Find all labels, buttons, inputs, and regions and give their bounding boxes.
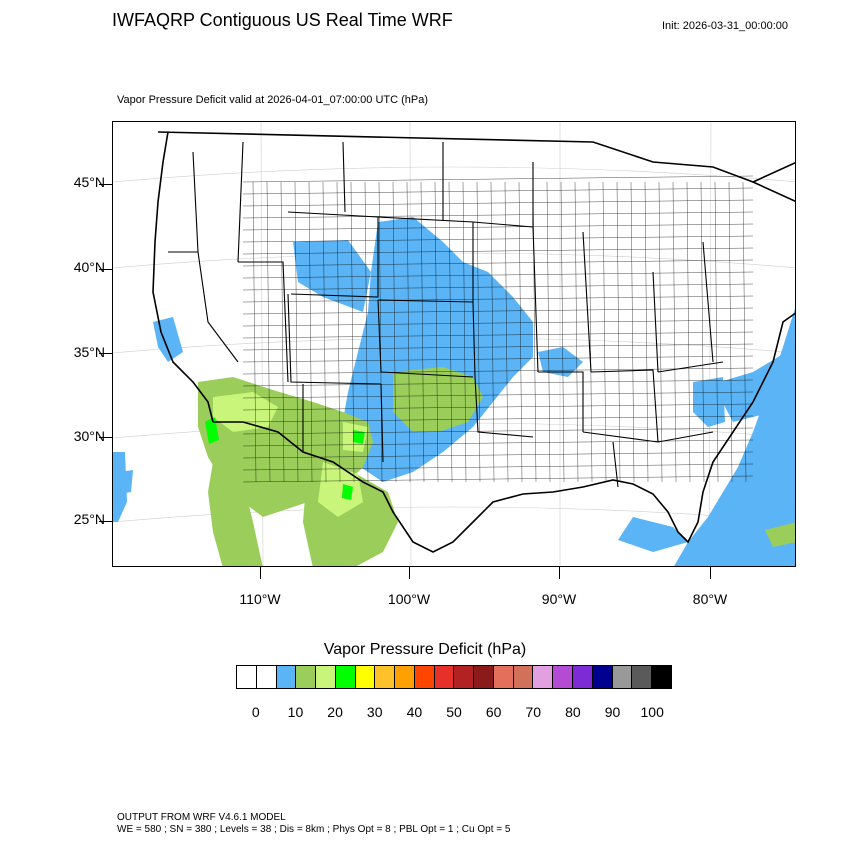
colorbar-swatch <box>296 666 317 688</box>
lon-label-80: 80°W <box>692 591 728 607</box>
colorbar-tick-label: 60 <box>485 704 502 720</box>
colorbar-swatch <box>276 666 297 688</box>
colorbar-tick-label: 100 <box>640 704 664 720</box>
map-drawing <box>113 122 795 566</box>
colorbar-tick-label: 90 <box>604 704 621 720</box>
colorbar-swatch <box>395 666 415 688</box>
lon-label-100: 100°W <box>387 591 431 607</box>
colorbar <box>236 665 672 689</box>
map-panel <box>112 121 796 567</box>
lat-tick-30 <box>99 437 112 438</box>
vpd-ocean-green <box>765 522 795 547</box>
colorbar-swatch <box>632 666 653 688</box>
lat-tick-25 <box>99 521 112 522</box>
lat-label-30: 30°N <box>73 428 105 444</box>
colorbar-tick-label: 10 <box>287 704 304 720</box>
colorbar-swatch <box>573 666 593 688</box>
lat-label-25: 25°N <box>73 511 105 527</box>
model-info-line1: OUTPUT FROM WRF V4.6.1 MODEL <box>117 812 286 823</box>
chart-title: IWFAQRP Contiguous US Real Time WRF <box>112 10 453 30</box>
colorbar-tick-label: 40 <box>406 704 423 720</box>
state-boundaries <box>168 141 724 488</box>
colorbar-swatch <box>652 666 671 688</box>
coastline-outline <box>152 131 795 553</box>
lon-label-110: 110°W <box>239 591 281 607</box>
colorbar-swatch <box>414 666 435 688</box>
colorbar-tick-label: 20 <box>327 704 343 720</box>
colorbar-swatch <box>553 666 574 688</box>
lon-tick-100 <box>409 567 410 579</box>
colorbar-swatch <box>335 666 356 688</box>
lat-tick-40 <box>99 269 112 270</box>
colorbar-tick-label: 80 <box>565 704 581 720</box>
colorbar-tick-label: 30 <box>366 704 383 720</box>
lat-label-35: 35°N <box>73 344 105 360</box>
colorbar-swatch <box>513 666 534 688</box>
lon-label-90: 90°W <box>541 591 577 607</box>
lat-tick-35 <box>99 353 112 354</box>
colorbar-swatch <box>237 666 257 688</box>
colorbar-swatch <box>533 666 554 688</box>
model-info-line2: WE = 580 ; SN = 380 ; Levels = 38 ; Dis … <box>117 824 511 835</box>
colorbar-tick-label: 0 <box>251 704 260 720</box>
init-time: Init: 2026-03-31_00:00:00 <box>662 20 788 32</box>
colorbar-swatch <box>612 666 633 688</box>
lat-label-45: 45°N <box>73 174 105 190</box>
lat-label-40: 40°N <box>73 259 105 275</box>
colorbar-tick-label: 50 <box>446 704 462 720</box>
lon-tick-110 <box>260 567 261 579</box>
county-boundaries <box>242 175 754 483</box>
colorbar-swatch <box>355 666 376 688</box>
colorbar-tick-label: 70 <box>525 704 542 720</box>
colorbar-swatch <box>256 666 277 688</box>
vpd-southwest-brightgreen <box>205 417 365 500</box>
colorbar-swatch <box>493 666 514 688</box>
colorbar-swatch <box>375 666 396 688</box>
colorbar-swatch <box>434 666 455 688</box>
lat-tick-45 <box>99 184 112 185</box>
colorbar-swatch <box>454 666 475 688</box>
plot-subtitle: Vapor Pressure Deficit valid at 2026-04-… <box>117 94 429 106</box>
colorbar-swatch <box>592 666 613 688</box>
lon-tick-90 <box>559 567 560 579</box>
colorbar-swatch <box>474 666 494 688</box>
colorbar-title: Vapor Pressure Deficit (hPa) <box>323 641 527 658</box>
lon-tick-80 <box>710 567 711 579</box>
colorbar-swatch <box>316 666 336 688</box>
